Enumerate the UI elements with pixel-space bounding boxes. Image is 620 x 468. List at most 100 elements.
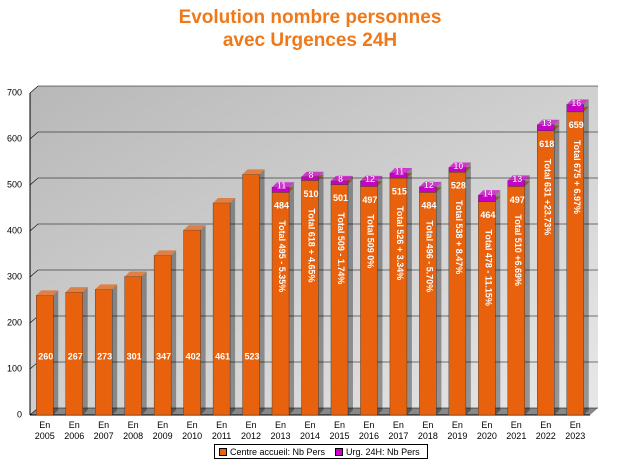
y-tick-label: 400	[7, 225, 22, 235]
bar-shade	[495, 196, 501, 415]
x-tick-label: En 2017	[388, 420, 409, 441]
annotation: Total 618 + 4.65%	[307, 208, 317, 282]
annotation: Total 510 +6.69%	[513, 214, 523, 286]
value-label: 10	[453, 161, 463, 171]
grid-line	[29, 269, 598, 278]
x-tick-label: En 2020	[476, 420, 497, 441]
value-label: 618	[539, 139, 554, 149]
value-label: 13	[512, 174, 522, 184]
bar	[124, 276, 142, 416]
y-tick-label: 600	[7, 133, 22, 143]
x-tick-label: En 2018	[417, 420, 438, 441]
bar	[212, 202, 231, 416]
annotation: Total 538 + 8.47%	[454, 200, 464, 274]
bar-shade	[318, 171, 324, 181]
value-label: 8	[338, 174, 343, 184]
bar-shade	[65, 287, 88, 293]
bar-shade	[289, 182, 295, 193]
bar	[242, 174, 260, 416]
bar-shade	[436, 187, 442, 415]
legend-label: Centre accueil: Nb Pers	[230, 446, 326, 457]
value-label: 515	[392, 186, 407, 196]
bar-shade	[406, 168, 412, 179]
x-tick-label: En 2011	[211, 420, 232, 441]
bar-shade	[583, 99, 589, 112]
x-tick-label: En 2021	[506, 420, 527, 441]
bar-shade	[171, 250, 177, 415]
x-tick-label: En 2016	[358, 420, 379, 441]
value-label: 12	[365, 174, 375, 184]
bar-shade	[272, 182, 295, 188]
bar-shade	[524, 181, 530, 415]
bar	[183, 229, 201, 416]
x-tick-label: En 2022	[535, 420, 556, 441]
value-label: 501	[333, 193, 348, 203]
x-tick-label: En 2019	[447, 420, 468, 441]
annotation: Total 509 0%	[366, 214, 376, 268]
bar-shade	[554, 125, 560, 415]
legend-item: Centre accueil: Nb Pers	[219, 447, 325, 457]
value-label: 659	[569, 120, 584, 130]
grid-line	[29, 131, 598, 140]
bar-shade	[377, 181, 383, 415]
grid-line	[29, 177, 598, 186]
x-tick-label: En 2010	[182, 420, 203, 441]
bar-shade	[259, 169, 265, 415]
x-tick-label: En 2012	[241, 420, 262, 441]
bar-shade	[318, 175, 324, 415]
bar-shade	[406, 173, 412, 415]
legend-swatch	[335, 448, 344, 457]
annotation: Total 631 +23.73%	[542, 159, 552, 236]
x-tick-label: En 2007	[93, 420, 114, 441]
value-label: 12	[424, 180, 434, 190]
bar-shade	[124, 271, 147, 277]
legend-label: Urg. 24H: Nb Pers	[346, 446, 420, 457]
bar-shade	[436, 181, 442, 193]
bar-shade	[465, 162, 471, 173]
x-tick-label: En 2008	[123, 420, 144, 441]
annotation: Total 478 - 11.15%	[483, 230, 493, 306]
value-label: 523	[245, 351, 260, 361]
bar-shade	[537, 119, 560, 125]
value-label: 8	[308, 170, 313, 180]
bar-shade	[465, 167, 471, 415]
bar-shade	[95, 284, 118, 290]
bar-shade	[242, 169, 265, 175]
x-tick-label: En 2023	[565, 420, 586, 441]
value-label: 11	[395, 166, 405, 176]
bar-shade	[82, 287, 88, 415]
annotation: Total 496 - 5.70%	[425, 220, 435, 292]
bar-shade	[566, 99, 589, 105]
value-label: 528	[451, 180, 466, 190]
value-label: 497	[510, 195, 525, 205]
x-tick-label: En 2015	[329, 420, 350, 441]
chart-title: Evolution nombre personnes avec Urgences…	[178, 7, 442, 51]
x-tick-label: En 2005	[34, 420, 55, 441]
y-tick-label: 500	[7, 179, 22, 189]
x-tick-label: En 2009	[152, 420, 173, 441]
annotation: Total 509 - 1.74%	[336, 213, 346, 285]
bar-shade	[53, 290, 59, 415]
value-label: 260	[38, 351, 53, 361]
value-label: 497	[362, 195, 377, 205]
value-label: 13	[542, 118, 552, 128]
bar-shade	[524, 175, 530, 187]
y-tick-label: 300	[7, 271, 22, 281]
value-label: 16	[571, 98, 581, 108]
bar-shade	[583, 106, 589, 416]
bar-shade	[478, 190, 501, 196]
grid-line	[29, 223, 598, 232]
bar-shade	[36, 290, 59, 296]
y-tick-label: 200	[7, 317, 22, 327]
value-label: 484	[274, 201, 289, 211]
annotation: Total 675 + 6.97%	[572, 140, 582, 214]
bar	[153, 255, 172, 416]
value-label: 14	[483, 188, 493, 198]
x-tick-label: En 2013	[270, 420, 291, 441]
bar-shade	[213, 197, 236, 203]
bar-shade	[112, 284, 118, 415]
value-label: 301	[127, 351, 142, 361]
bar-shade	[377, 175, 383, 187]
bar-shade	[507, 175, 530, 181]
